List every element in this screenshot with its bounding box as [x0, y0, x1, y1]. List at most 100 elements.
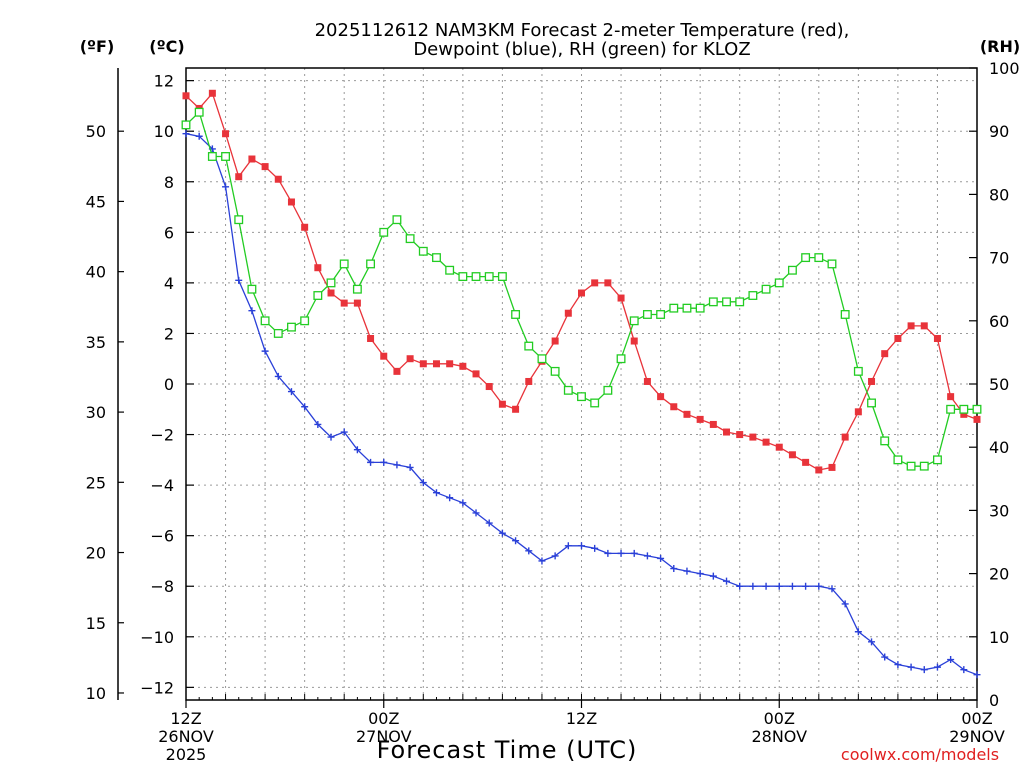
data-point: [512, 405, 520, 413]
data-point: [248, 155, 256, 163]
fahrenheit-tick-label: 30: [86, 403, 106, 422]
data-point: [497, 272, 507, 282]
data-point: [788, 582, 796, 590]
data-point: [340, 428, 348, 436]
celsius-tick-label: 4: [164, 274, 174, 293]
data-point: [774, 278, 784, 288]
rh-tick-label: 40: [989, 438, 1009, 457]
data-point: [301, 223, 309, 231]
data-point: [208, 89, 216, 97]
data-point: [617, 549, 625, 557]
data-point: [577, 392, 586, 402]
data-point: [446, 360, 454, 368]
celsius-tick-label: −6: [150, 527, 174, 546]
grid-lines: [186, 68, 977, 700]
data-point: [418, 246, 428, 256]
data-point: [406, 355, 414, 363]
data-point: [222, 183, 230, 191]
data-point: [432, 253, 441, 263]
x-tick-label: 27NOV: [356, 727, 412, 746]
data-point: [682, 303, 692, 313]
data-point: [788, 451, 796, 459]
data-point: [736, 582, 744, 590]
data-point: [419, 479, 427, 487]
data-point: [181, 120, 191, 130]
data-point: [973, 671, 981, 679]
data-point: [881, 653, 889, 661]
data-point: [235, 276, 243, 284]
data-point: [511, 310, 521, 319]
rh-tick-label: 60: [989, 312, 1009, 331]
data-point: [313, 291, 323, 300]
data-point: [854, 408, 862, 416]
data-point: [393, 461, 401, 469]
data-point: [432, 489, 440, 497]
data-point: [736, 431, 744, 439]
celsius-unit-label: (ºC): [149, 37, 184, 56]
data-point: [881, 350, 889, 358]
data-point: [327, 433, 335, 441]
rh-tick-label: 0: [989, 691, 999, 710]
data-point: [696, 570, 704, 578]
rh-tick-label: 80: [989, 185, 1009, 204]
data-point: [616, 354, 626, 364]
data-point: [301, 403, 309, 411]
celsius-tick-label: −2: [150, 426, 174, 445]
data-point: [367, 458, 375, 466]
chart-title-line1: 2025112612 NAM3KM Forecast 2-meter Tempe…: [315, 20, 850, 41]
data-point: [893, 455, 903, 465]
data-point: [459, 499, 467, 507]
data-point: [670, 403, 678, 411]
data-point: [405, 234, 415, 244]
data-point: [353, 299, 361, 307]
celsius-tick-label: 6: [164, 223, 174, 242]
data-point: [326, 278, 336, 288]
data-point: [525, 547, 533, 555]
data-point: [550, 366, 560, 376]
data-point: [973, 415, 981, 423]
data-point: [617, 294, 625, 302]
celsius-tick-label: −8: [150, 577, 174, 596]
credit-text: coolwx.com/models: [841, 745, 999, 764]
rh-tick-label: 70: [989, 249, 1009, 268]
rh-tick-label: 10: [989, 628, 1009, 647]
data-point: [683, 410, 691, 418]
data-point: [287, 388, 295, 396]
chart-title-line2: Dewpoint (blue), RH (green) for KLOZ: [413, 39, 750, 60]
data-point: [261, 163, 269, 171]
x-tick-label: 29NOV: [949, 727, 1005, 746]
data-point: [894, 661, 902, 669]
data-point: [748, 291, 758, 300]
tick-labels: −12−10−8−6−4−202468101210152025303540455…: [86, 59, 1020, 764]
data-point: [287, 322, 296, 332]
data-point: [972, 404, 982, 414]
data-point: [841, 433, 849, 441]
data-point: [222, 130, 230, 138]
data-point: [207, 152, 217, 161]
celsius-tick-label: 8: [164, 173, 174, 192]
rh-tick-label: 100: [989, 59, 1020, 78]
data-point: [933, 455, 942, 465]
data-point: [920, 322, 928, 330]
data-point: [735, 297, 745, 307]
data-point: [802, 582, 810, 590]
data-point: [260, 316, 270, 326]
data-point: [235, 173, 243, 181]
data-point: [828, 463, 836, 471]
data-point: [419, 360, 427, 368]
data-point: [907, 322, 915, 330]
fahrenheit-tick-label: 25: [86, 473, 106, 492]
data-point: [274, 372, 282, 380]
series-dewpoint: [182, 130, 981, 679]
data-point: [695, 303, 705, 313]
x-axis-label: Forecast Time (UTC): [377, 736, 638, 764]
data-point: [947, 656, 955, 664]
data-point: [339, 259, 349, 269]
data-point: [182, 92, 190, 100]
data-point: [906, 461, 916, 471]
rh-tick-label: 90: [989, 122, 1009, 141]
rh-tick-label: 30: [989, 501, 1009, 520]
data-point: [340, 299, 348, 307]
data-point: [933, 663, 941, 671]
